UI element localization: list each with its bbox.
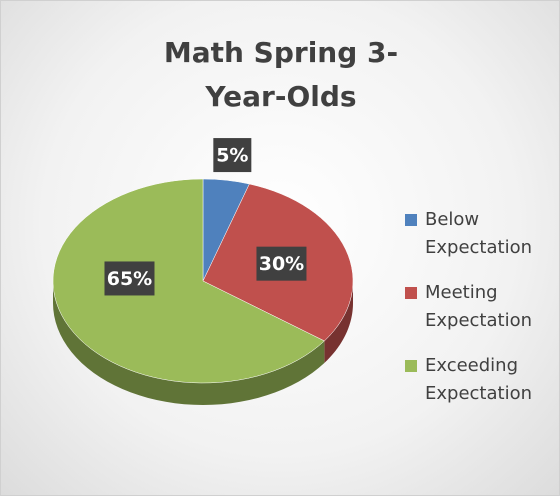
data-label-box: [256, 246, 307, 281]
legend-label: Meeting Expectation: [425, 282, 532, 331]
legend-swatch: [405, 287, 417, 299]
data-label: 5%: [213, 138, 252, 173]
data-label-box: [104, 261, 155, 296]
legend-swatch: [405, 360, 417, 372]
data-label: 65%: [104, 261, 155, 296]
slice-side: [324, 281, 353, 363]
chart-title: Math Spring 3-Year-Olds: [163, 36, 399, 113]
data-label: 30%: [256, 246, 307, 281]
legend-item: Meeting Expectation: [405, 279, 535, 335]
legend: Below Expectation Meeting Expectation Exce…: [405, 206, 535, 425]
data-label-text: 30%: [259, 253, 304, 275]
legend-item: Below Expectation: [405, 206, 535, 262]
data-label-text: 5%: [216, 145, 248, 167]
slice-side: [53, 281, 325, 405]
data-label-text: 65%: [107, 268, 152, 290]
legend-label: Exceeding Expectation: [425, 355, 532, 404]
data-label-box: [213, 138, 252, 173]
legend-label: Below Expectation: [425, 209, 532, 258]
slice: [52, 178, 325, 384]
legend-item: Exceeding Expectation: [405, 352, 535, 408]
legend-swatch: [405, 214, 417, 226]
